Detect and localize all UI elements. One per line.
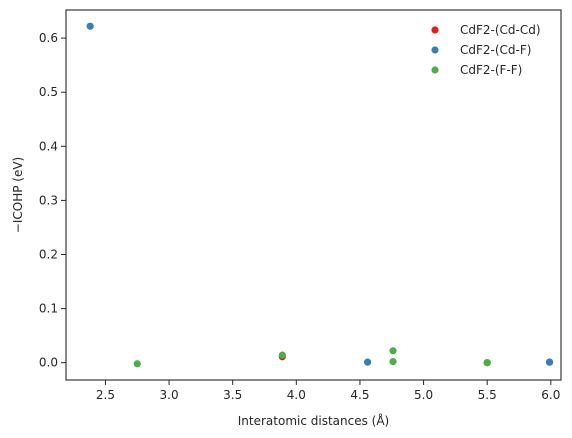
- legend-marker: [431, 66, 439, 74]
- y-tick-label: 0.3: [39, 193, 58, 207]
- data-point: [483, 359, 491, 367]
- x-tick-label: 4.0: [287, 388, 306, 402]
- y-tick-label: 0.0: [39, 356, 58, 370]
- series-1: [86, 22, 554, 366]
- data-point: [133, 360, 141, 368]
- y-axis-label: −ICOHP (eV): [11, 157, 25, 233]
- legend-label: CdF2-(Cd-F): [460, 43, 531, 57]
- x-axis-ticks: 2.5 3.0 3.5 4.0 4.5 5.0 5.5 6.0: [96, 380, 560, 402]
- x-axis-label: Interatomic distances (Å): [238, 413, 390, 428]
- y-tick-label: 0.6: [39, 31, 58, 45]
- y-tick-label: 0.2: [39, 248, 58, 262]
- legend-marker: [431, 26, 439, 34]
- plot-frame: [65, 9, 562, 381]
- chart-marks: [86, 22, 554, 368]
- x-tick-label: 3.5: [223, 388, 242, 402]
- legend-label: CdF2-(Cd-Cd): [460, 23, 541, 37]
- y-tick-label: 0.5: [39, 85, 58, 99]
- y-axis-ticks: 0.0 0.1 0.2 0.3 0.4 0.5 0.6: [39, 31, 66, 370]
- data-point: [389, 358, 397, 366]
- y-tick-label: 0.1: [39, 302, 58, 316]
- data-point: [86, 22, 94, 30]
- x-tick-label: 4.5: [350, 388, 369, 402]
- x-tick-label: 5.5: [478, 388, 497, 402]
- x-tick-label: 3.0: [160, 388, 179, 402]
- x-tick-label: 6.0: [541, 388, 560, 402]
- series-2: [133, 347, 491, 368]
- data-point: [278, 351, 286, 359]
- x-tick-label: 5.0: [414, 388, 433, 402]
- x-tick-label: 2.5: [96, 388, 115, 402]
- y-tick-label: 0.4: [39, 139, 58, 153]
- data-point: [363, 358, 372, 366]
- data-point: [389, 347, 397, 355]
- legend-marker: [431, 46, 439, 54]
- series-0: [278, 353, 554, 367]
- legend: CdF2-(Cd-Cd) CdF2-(Cd-F) CdF2-(F-F): [431, 23, 541, 77]
- legend-label: CdF2-(F-F): [460, 63, 522, 77]
- data-point: [545, 358, 554, 366]
